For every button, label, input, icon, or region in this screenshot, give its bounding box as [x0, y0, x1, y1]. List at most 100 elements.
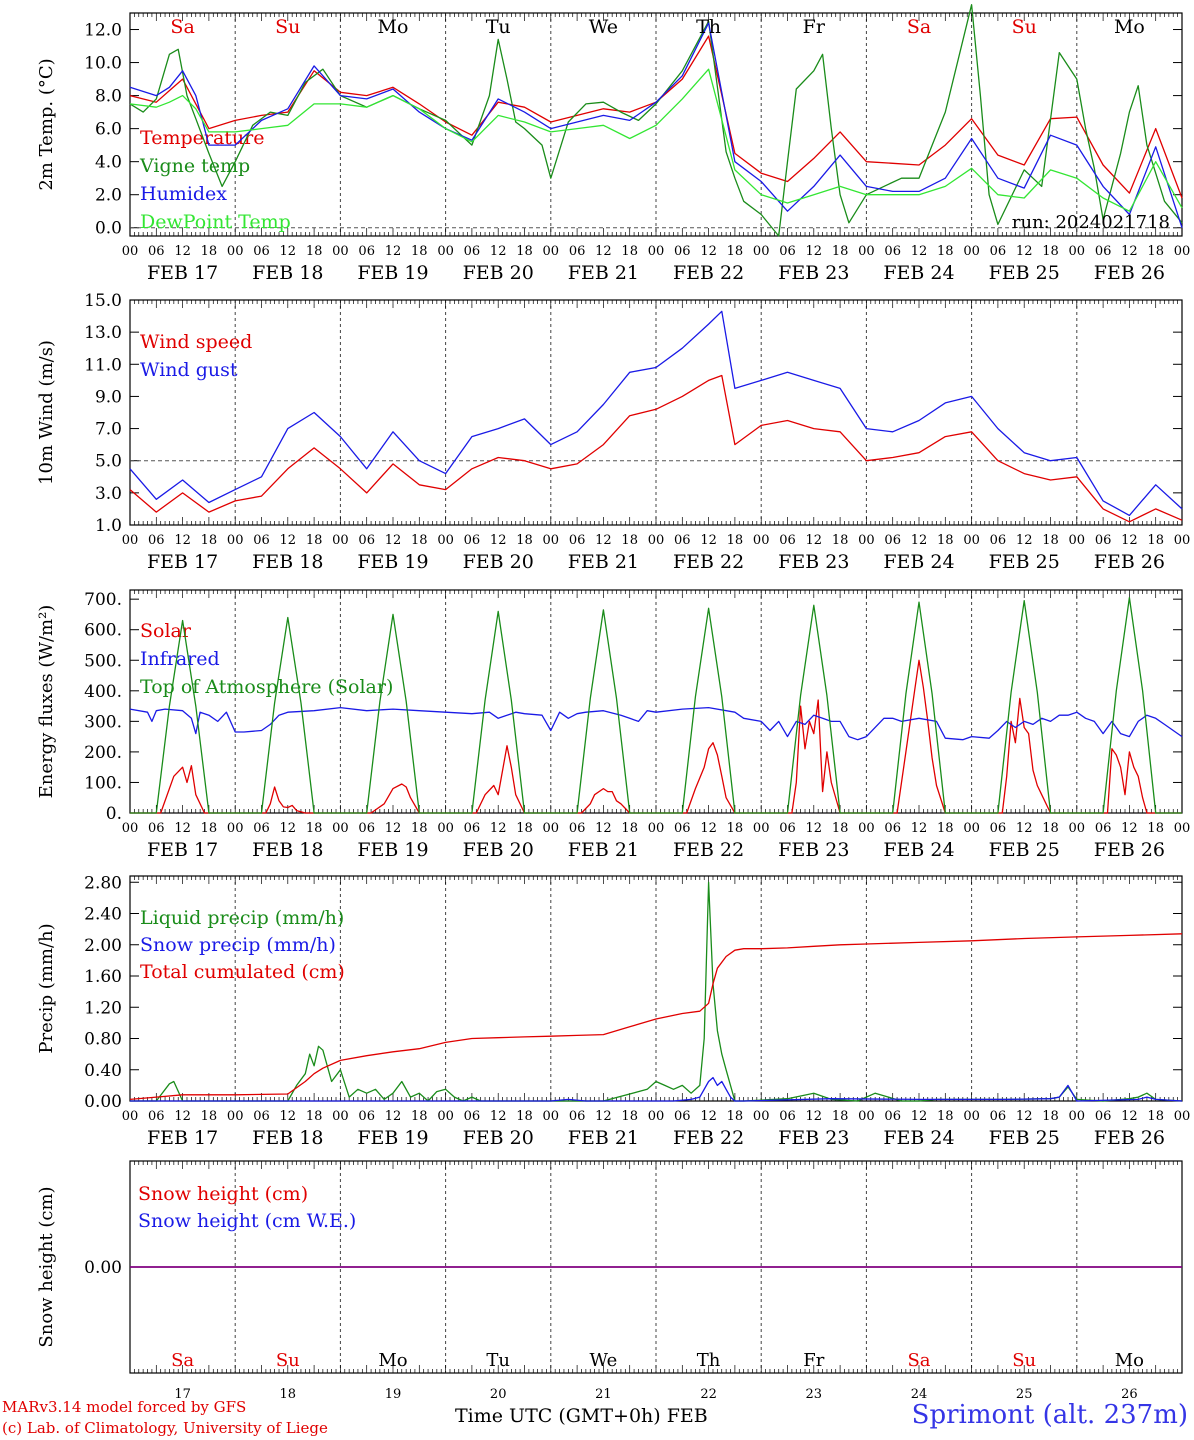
legend-entry: Infrared [140, 648, 220, 670]
day-number-label: 21 [595, 1387, 612, 1402]
weekday-label: Fr [803, 16, 826, 38]
y-tick-label: 700. [84, 590, 122, 610]
hour-tick-label: 12 [806, 533, 823, 548]
hour-tick-label: 18 [201, 533, 218, 548]
day-number-label: 18 [280, 1387, 297, 1402]
y-tick-label: 1.0 [95, 516, 122, 536]
hour-tick-label: 00 [648, 821, 665, 836]
hour-tick-label: 18 [727, 821, 744, 836]
legend-entry: Vigne temp [139, 155, 250, 177]
hour-tick-label: 00 [332, 821, 349, 836]
legend-entry: Humidex [140, 183, 227, 205]
station-name: Sprimont (alt. 237m) [911, 1400, 1188, 1430]
date-label: FEB 21 [568, 1127, 639, 1149]
y-tick-label: 2.0 [95, 186, 122, 206]
panel-2: 1.0 3.0 5.0 7.0 9.0 11.0 13.0 15.0 10m Wind (m/s… [36, 291, 1190, 573]
hour-tick-label: 12 [280, 1109, 297, 1124]
hour-tick-label: 06 [569, 821, 586, 836]
hour-tick-label: 18 [1147, 533, 1164, 548]
hour-tick-label: 06 [358, 1109, 375, 1124]
hour-tick-label: 00 [753, 821, 770, 836]
y-tick-label: 1.60 [84, 967, 122, 987]
hour-tick-label: 18 [937, 533, 954, 548]
hour-tick-label: 06 [990, 244, 1007, 259]
day-number-label: 17 [174, 1387, 191, 1402]
date-label: FEB 25 [989, 1127, 1060, 1149]
hour-tick-label: 00 [1174, 1109, 1191, 1124]
hour-tick-label: 06 [1095, 821, 1112, 836]
hour-tick-label: 00 [437, 821, 454, 836]
date-label: FEB 24 [883, 551, 954, 573]
hour-tick-label: 12 [490, 533, 507, 548]
hour-tick-label: 00 [437, 1109, 454, 1124]
hour-tick-label: 06 [674, 1109, 691, 1124]
hour-tick-label: 06 [569, 533, 586, 548]
hour-tick-label: 18 [621, 1109, 638, 1124]
hour-tick-label: 12 [806, 821, 823, 836]
hour-tick-label: 12 [595, 533, 612, 548]
hour-tick-label: 18 [621, 821, 638, 836]
series-line [129, 35, 1183, 199]
panel-4: 0.00 0.40 0.80 1.20 1.60 2.00 2.40 2.80 Precip (… [36, 873, 1190, 1149]
date-label: FEB 19 [357, 262, 428, 284]
date-label: FEB 21 [568, 551, 639, 573]
hour-tick-label: 12 [1121, 244, 1138, 259]
hour-tick-label: 00 [648, 533, 665, 548]
hour-tick-label: 18 [306, 244, 323, 259]
weekday-label: Su [1012, 16, 1037, 38]
series-line [129, 706, 1183, 741]
weekday-label: Su [275, 16, 300, 38]
hour-tick-label: 18 [411, 821, 428, 836]
y-tick-label: 4.0 [95, 153, 122, 173]
hour-tick-label: 12 [595, 1109, 612, 1124]
hour-tick-label: 00 [1069, 821, 1086, 836]
day-number-label: 22 [700, 1387, 717, 1402]
y-tick-label: 8.0 [95, 87, 122, 107]
hour-tick-label: 00 [122, 821, 139, 836]
date-label: FEB 19 [357, 1127, 428, 1149]
x-axis-title: Time UTC (GMT+0h) FEB [455, 1405, 708, 1427]
hour-tick-label: 00 [227, 244, 244, 259]
hour-tick-label: 00 [227, 821, 244, 836]
y-tick-label: 10.0 [84, 54, 122, 74]
hour-tick-label: 12 [280, 533, 297, 548]
date-label: FEB 17 [147, 262, 218, 284]
hour-tick-label: 18 [201, 821, 218, 836]
hour-tick-label: 12 [806, 244, 823, 259]
hour-tick-label: 00 [963, 244, 980, 259]
hour-tick-label: 12 [1121, 533, 1138, 548]
hour-tick-label: 00 [963, 1109, 980, 1124]
legend-entry: Wind speed [140, 331, 252, 353]
weekday-label: Sa [907, 16, 931, 38]
hour-tick-label: 12 [700, 533, 717, 548]
y-tick-label: 1.20 [84, 998, 122, 1018]
hour-tick-label: 06 [464, 533, 481, 548]
hour-tick-label: 18 [727, 533, 744, 548]
hour-tick-label: 06 [1095, 1109, 1112, 1124]
date-label: FEB 25 [989, 262, 1060, 284]
weekday-label: Mo [1114, 16, 1145, 38]
hour-tick-label: 12 [911, 1109, 928, 1124]
series-line [129, 4, 1183, 237]
y-tick-label: 0. [106, 804, 122, 824]
hour-tick-label: 12 [490, 244, 507, 259]
y-axis-label: 2m Temp. (°C) [36, 58, 57, 190]
hour-tick-label: 18 [411, 1109, 428, 1124]
date-label: FEB 25 [989, 551, 1060, 573]
hour-tick-label: 12 [280, 244, 297, 259]
hour-tick-label: 00 [1069, 1109, 1086, 1124]
hour-tick-label: 12 [385, 1109, 402, 1124]
y-tick-label: 600. [84, 621, 122, 641]
legend-entry: Wind gust [140, 359, 238, 381]
lab-credit: (c) Lab. of Climatology, University of L… [2, 1419, 328, 1437]
hour-tick-label: 18 [621, 244, 638, 259]
hour-tick-label: 06 [253, 1109, 270, 1124]
hour-tick-label: 06 [464, 821, 481, 836]
day-number-label: 26 [1121, 1387, 1138, 1402]
hour-tick-label: 06 [148, 244, 165, 259]
y-tick-label: 0.80 [84, 1030, 122, 1050]
hour-tick-label: 06 [569, 1109, 586, 1124]
date-label: FEB 23 [778, 551, 849, 573]
y-tick-label: 3.0 [95, 484, 122, 504]
hour-tick-label: 12 [280, 821, 297, 836]
